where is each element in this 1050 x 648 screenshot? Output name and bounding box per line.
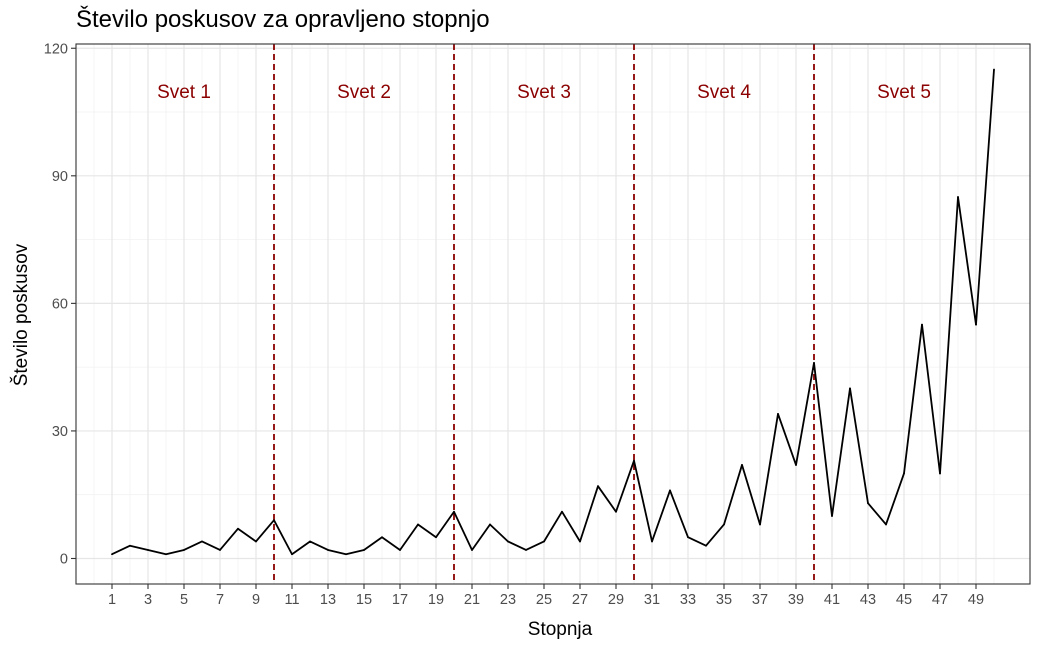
data-point [777, 413, 779, 415]
y-tick-label: 90 [52, 169, 68, 185]
x-tick-label: 29 [608, 592, 624, 608]
data-point [831, 515, 833, 517]
data-point [489, 523, 491, 526]
y-tick-label: 60 [52, 296, 68, 312]
y-axis-title: Število poskusov [10, 243, 32, 386]
x-tick-label: 13 [320, 592, 336, 608]
x-tick-label: 17 [392, 592, 408, 608]
data-point [921, 323, 923, 326]
world-label: Svet 5 [877, 82, 931, 103]
data-point [687, 536, 689, 539]
data-point [903, 472, 905, 475]
data-point [147, 549, 149, 551]
world-label: Svet 3 [517, 82, 571, 103]
x-tick-label: 43 [860, 592, 876, 608]
data-point [471, 549, 473, 551]
data-point [363, 549, 365, 551]
data-point [291, 553, 293, 556]
x-tick-label: 15 [356, 592, 372, 608]
data-point [885, 523, 887, 526]
y-axis: 0 30 60 90 120 [44, 41, 76, 567]
data-point [957, 196, 959, 198]
y-tick-label: 120 [44, 41, 68, 57]
y-tick-label: 0 [60, 551, 68, 567]
series-line [111, 69, 995, 556]
x-tick-label: 45 [896, 592, 912, 608]
plot-panel [76, 44, 1030, 584]
data-point [525, 549, 527, 551]
world-labels: Svet 1 Svet 2 Svet 3 Svet 4 Svet 5 [157, 82, 931, 103]
x-tick-label: 19 [428, 592, 444, 608]
series-group [111, 68, 995, 556]
data-point [849, 387, 851, 390]
data-point [309, 540, 311, 543]
data-point [741, 464, 743, 466]
data-point [453, 510, 455, 513]
data-point [867, 502, 869, 505]
world-label: Svet 2 [337, 82, 391, 103]
data-point [435, 536, 437, 539]
data-point [597, 485, 599, 488]
x-tick-label: 41 [824, 592, 840, 608]
x-tick-label: 49 [968, 592, 984, 608]
data-point [165, 553, 167, 556]
data-point [651, 540, 653, 543]
data-point [813, 361, 815, 364]
x-tick-label: 11 [284, 592, 299, 608]
data-point [993, 68, 995, 71]
x-tick-label: 33 [680, 592, 696, 608]
world-label: Svet 1 [157, 82, 211, 103]
data-point [975, 323, 977, 326]
x-tick-label: 5 [180, 592, 188, 608]
data-point [939, 472, 941, 475]
data-point [345, 553, 347, 556]
data-point [111, 553, 113, 556]
x-tick-label: 37 [752, 592, 768, 608]
data-point [327, 549, 329, 551]
major-grid [76, 44, 1030, 584]
data-point [723, 523, 725, 526]
data-point [183, 549, 185, 551]
x-axis: 1 3 5 7 9 11 13 15 17 19 21 23 25 27 29 31 33 35 37 39 41 43 4… [108, 584, 984, 608]
x-tick-label: 1 [108, 592, 116, 608]
data-point [633, 459, 635, 462]
x-axis-title: Stopnja [528, 619, 593, 640]
chart-title: Število poskusov za opravljeno stopnjo [76, 5, 490, 33]
world-separators [273, 44, 815, 584]
world-label: Svet 4 [697, 82, 751, 103]
data-point [615, 510, 617, 513]
plot-area: Svet 1 Svet 2 Svet 3 Svet 4 Svet 5 [75, 43, 1031, 585]
data-point [129, 544, 131, 547]
data-point [561, 510, 563, 513]
data-point [399, 549, 401, 551]
x-tick-label: 23 [500, 592, 516, 608]
data-point [381, 536, 383, 539]
x-tick-label: 31 [644, 592, 660, 608]
x-tick-label: 27 [572, 592, 588, 608]
x-tick-label: 3 [144, 592, 152, 608]
data-point [759, 523, 761, 526]
data-point [273, 519, 275, 522]
x-tick-label: 39 [788, 592, 804, 608]
data-point [237, 527, 239, 530]
data-point [219, 549, 221, 551]
data-point [255, 540, 257, 543]
plot-border [75, 43, 1031, 585]
y-tick-label: 30 [52, 424, 68, 440]
x-tick-label: 9 [252, 592, 260, 608]
data-point [795, 464, 797, 466]
data-point [417, 523, 419, 526]
x-tick-label: 7 [216, 592, 224, 608]
x-tick-label: 35 [716, 592, 732, 608]
data-point [669, 489, 671, 492]
x-tick-label: 47 [932, 592, 948, 608]
data-point [201, 540, 203, 543]
data-point [705, 544, 707, 547]
data-point [543, 540, 545, 543]
data-point [579, 540, 581, 543]
data-point [507, 540, 509, 543]
x-tick-label: 21 [464, 592, 480, 608]
x-tick-label: 25 [536, 592, 552, 608]
